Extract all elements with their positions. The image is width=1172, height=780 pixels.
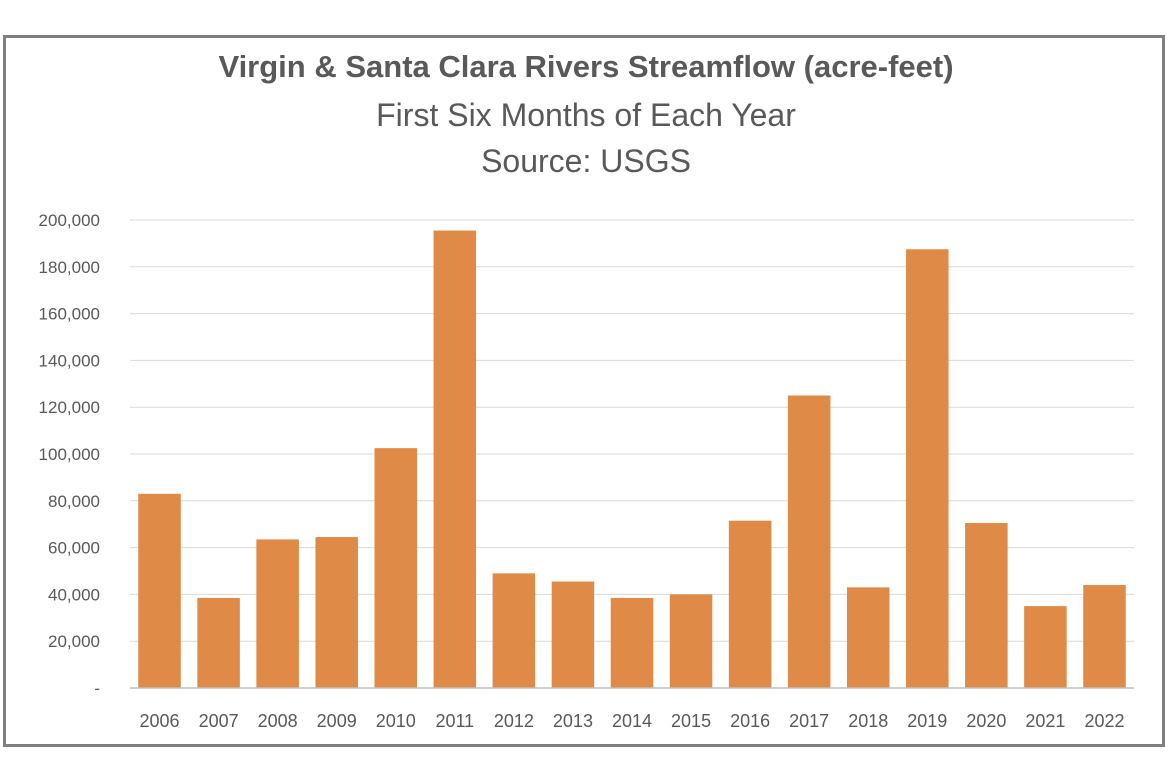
x-tick-label: 2016 [730,711,770,731]
bar-2009 [315,537,358,688]
bar-2022 [1083,585,1126,688]
tick-labels: - 20,000 40,000 60,000 80,000 100,000 120,000 1… [39,211,1125,731]
x-tick-label: 2018 [848,711,888,731]
x-tick-label: 2008 [258,711,298,731]
bar-2017 [787,395,831,688]
x-tick-label: 2017 [789,711,829,731]
bar-2020 [965,523,1008,688]
bar-2016 [728,520,772,688]
y-tick-label: 100,000 [39,445,100,464]
y-tick-label: 200,000 [39,211,100,230]
y-tick-label: 40,000 [48,585,100,604]
bar-2007 [197,597,240,688]
chart-title: Virgin & Santa Clara Rivers Streamflow (… [218,49,954,84]
x-tick-label: 2019 [907,711,947,731]
chart-source: Source: USGS [481,143,691,179]
y-tick-label: 80,000 [48,492,100,511]
x-tick-label: 2022 [1084,711,1124,731]
x-tick-label: 2021 [1025,711,1065,731]
x-tick-label: 2009 [317,711,357,731]
x-tick-label: 2014 [612,711,652,731]
chart-titles: Virgin & Santa Clara Rivers Streamflow (… [0,42,1172,184]
bar-2019 [906,249,949,688]
y-tick-label: 160,000 [39,305,100,324]
y-tick-label: 140,000 [39,351,100,370]
x-tick-label: 2006 [140,711,180,731]
x-tick-label: 2015 [671,711,711,731]
y-tick-label: 60,000 [48,539,100,558]
y-tick-label: 20,000 [48,632,100,651]
bar-2018 [846,587,890,688]
bar-2021 [1024,606,1067,688]
y-tick-label: 180,000 [39,258,100,277]
x-tick-label: 2013 [553,711,593,731]
chart-subtitle: First Six Months of Each Year [376,97,796,133]
bar-2013 [551,581,595,688]
bar-2014 [610,597,654,688]
bars [138,230,1126,688]
bar-2012 [492,573,536,688]
bar-2008 [256,539,299,688]
x-tick-label: 2007 [199,711,239,731]
y-tick-label: - [94,679,100,698]
bar-2015 [669,594,713,688]
x-tick-label: 2011 [435,711,474,731]
bar-2011 [433,230,477,688]
x-tick-label: 2020 [966,711,1006,731]
y-tick-label: 120,000 [39,398,100,417]
x-tick-label: 2012 [494,711,534,731]
x-tick-label: 2010 [376,711,416,731]
bar-2006 [138,493,181,688]
bar-2010 [374,448,418,688]
